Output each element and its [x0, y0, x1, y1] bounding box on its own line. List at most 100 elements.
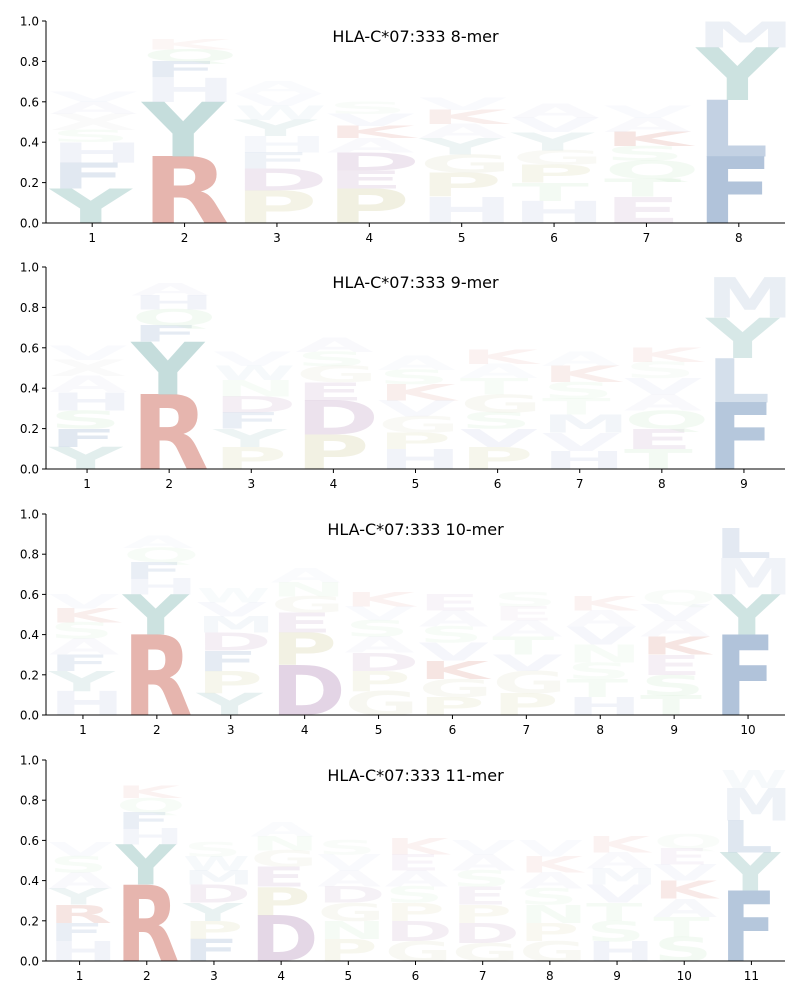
logo-letter-Y: Y	[48, 441, 124, 477]
logo-letter-F: F	[123, 558, 185, 584]
y-tick-label: 0.8	[20, 794, 39, 808]
logo-letter-W: W	[214, 362, 296, 385]
x-tick-label: 4	[365, 231, 373, 245]
logo-letter-G: G	[345, 685, 419, 723]
logo-letter-A: A	[317, 867, 381, 893]
y-tick-label: 0.4	[20, 628, 39, 642]
logo-letter-Y: Y	[418, 134, 503, 160]
logo-letter-S: S	[519, 885, 578, 911]
logo-letter-S: S	[624, 358, 697, 384]
logo-letter-G: G	[512, 147, 605, 169]
y-tick-label: 0.2	[20, 668, 39, 682]
logo-letter-A: A	[50, 99, 138, 118]
logo-letter-V: V	[586, 880, 650, 909]
logo-letter-E: E	[385, 850, 441, 876]
logo-letter-V: V	[460, 424, 538, 453]
x-tick-label: 4	[277, 969, 285, 983]
logo-letter-A: A	[586, 848, 650, 874]
x-tick-label: 1	[76, 969, 84, 983]
logo-letter-H: H	[566, 692, 642, 721]
logo-letter-F: F	[131, 321, 200, 347]
logo-letter-V: V	[49, 342, 127, 364]
logo-letter-T: T	[492, 632, 554, 661]
x-tick-label: 8	[658, 477, 666, 491]
logo-letter-G: G	[317, 898, 385, 927]
logo-letter-F: F	[142, 57, 219, 83]
logo-letter-H: H	[586, 936, 655, 968]
logo-letter-L: L	[706, 346, 770, 417]
logo-letter-Q: Q	[640, 587, 717, 609]
x-tick-label: 3	[273, 231, 281, 245]
logo-letter-G: G	[418, 674, 492, 703]
y-tick-label: 0.8	[20, 55, 39, 69]
x-tick-label: 2	[165, 477, 173, 491]
logo-letter-P: P	[214, 441, 288, 477]
y-tick-label: 1.0	[20, 261, 39, 275]
logo-letter-F: F	[696, 139, 773, 246]
logo-letter-A: A	[49, 372, 128, 398]
logo-letter-P: P	[519, 918, 579, 947]
logo-letter-E: E	[452, 882, 508, 911]
logo-letter-F: F	[49, 650, 111, 676]
logo-letter-Y: Y	[705, 307, 781, 371]
logo-letter-V: V	[378, 396, 457, 422]
logo-letter-E: E	[624, 423, 693, 455]
x-tick-label: 5	[375, 723, 383, 737]
logo-letter-H: H	[142, 71, 237, 110]
x-tick-label: 1	[79, 723, 87, 737]
logo-letter-G: G	[250, 846, 318, 872]
logo-letter-Y: Y	[141, 87, 226, 174]
logo-letter-H: H	[116, 824, 185, 850]
logo-letter-K: K	[640, 632, 714, 661]
logo-letter-Y: Y	[695, 34, 780, 117]
y-tick-label: 0.4	[20, 874, 39, 888]
x-tick-label: 9	[670, 723, 678, 737]
logo-letter-E: E	[418, 590, 480, 616]
logo-letter-P: P	[271, 624, 337, 675]
logo-letter-S: S	[49, 852, 108, 878]
logo-letter-Q: Q	[123, 545, 200, 567]
logo-letter-Y: Y	[195, 687, 263, 722]
logo-letter-Y: Y	[47, 885, 110, 911]
logo-letter-E: E	[653, 844, 709, 870]
logo-letter-A: A	[640, 616, 710, 642]
logo-letter-A: A	[419, 120, 507, 142]
logo-letter-G: G	[271, 592, 345, 618]
x-tick-label: 11	[744, 969, 759, 983]
logo-letter-H: H	[234, 132, 329, 158]
logo-letter-S: S	[640, 669, 705, 701]
logo-letter-V: V	[49, 591, 120, 613]
x-tick-label: 6	[494, 477, 502, 491]
x-tick-label: 5	[412, 477, 420, 491]
logo-letter-K: K	[345, 589, 418, 611]
logo-letter-Q: Q	[116, 795, 186, 818]
logo-letter-W: W	[183, 853, 250, 876]
logo-panel-4: HFRYASVRYHFQKFPYDMWSDPEGNAPNGDAVSGDPSAEK…	[20, 754, 792, 987]
logo-letter-D: D	[327, 148, 421, 177]
logo-letter-G: G	[385, 936, 453, 968]
logo-letter-D: D	[271, 651, 346, 731]
logo-letter-L: L	[721, 812, 774, 863]
logo-letter-S: S	[378, 367, 451, 389]
logo-letter-S: S	[317, 837, 376, 860]
logo-letter-A: A	[512, 100, 600, 122]
x-tick-label: 5	[344, 969, 352, 983]
y-tick-label: 1.0	[20, 15, 39, 29]
logo-letter-T: T	[640, 689, 702, 721]
logo-letter-S: S	[460, 408, 533, 434]
logo-letter-H: H	[378, 443, 462, 475]
panel-title: HLA-C*07:333 8-mer	[332, 27, 499, 46]
logo-letter-P: P	[234, 182, 317, 234]
logo-letter-S: S	[452, 867, 511, 893]
logo-letter-Y: Y	[130, 328, 206, 412]
logo-letter-T: T	[512, 178, 589, 207]
